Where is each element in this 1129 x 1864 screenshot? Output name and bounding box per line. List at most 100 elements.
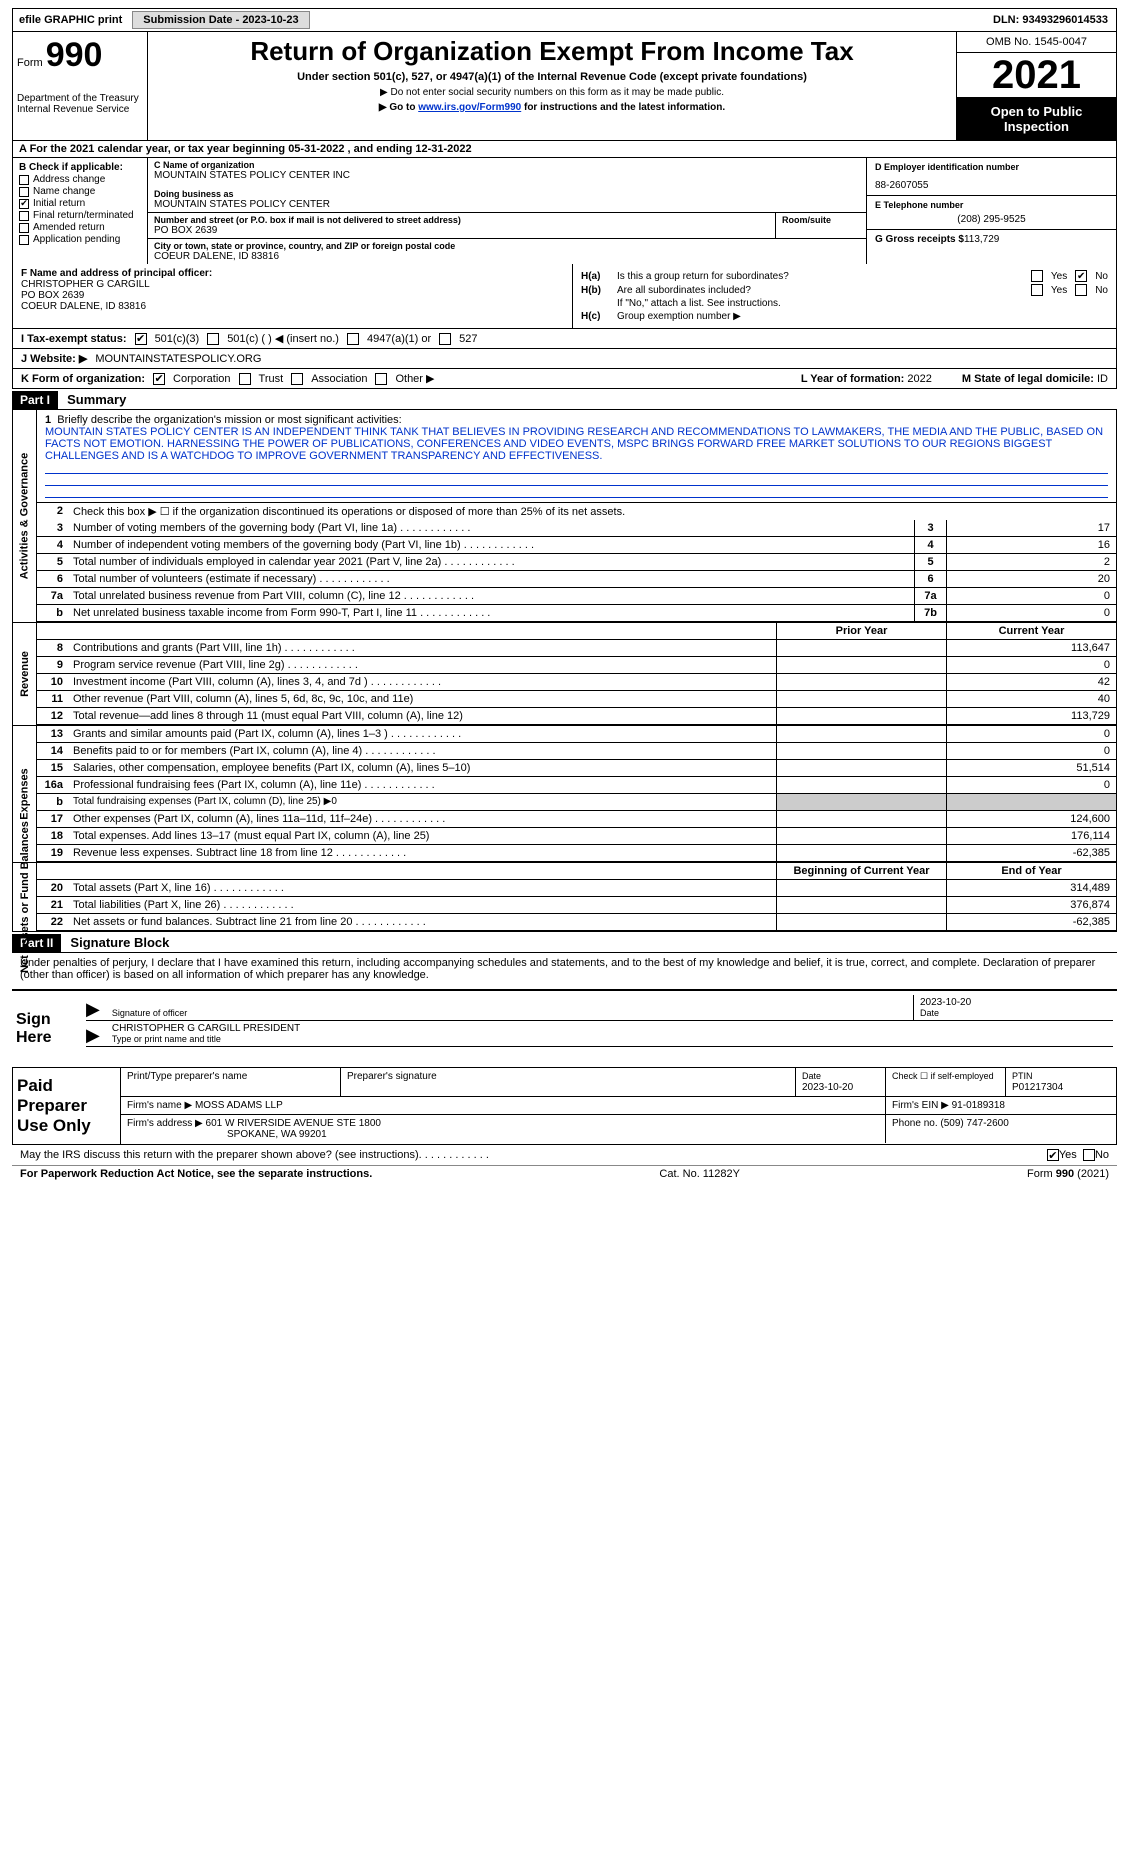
cb-name-change[interactable]: Name change xyxy=(19,186,141,197)
phone-value: (208) 295-9525 xyxy=(875,214,1108,225)
col-b-title: B Check if applicable: xyxy=(19,162,141,173)
section-bcd: B Check if applicable: Address change Na… xyxy=(12,158,1117,264)
checkbox-icon[interactable] xyxy=(439,333,451,345)
arrow-icon: ▶ xyxy=(86,999,100,1020)
checkbox-icon[interactable] xyxy=(375,373,387,385)
row-j-website: J Website: ▶ MOUNTAINSTATESPOLICY.ORG xyxy=(12,349,1117,369)
col-headers-rev: Prior Year Current Year xyxy=(37,623,1116,640)
form-page-label: Form 990 (2021) xyxy=(1027,1168,1109,1180)
form-page: efile GRAPHIC print Submission Date - 20… xyxy=(0,0,1129,1190)
line-4: 4 Number of independent voting members o… xyxy=(37,537,1116,554)
form-word: Form xyxy=(17,57,43,69)
prep-row-2: Firm's name ▶ MOSS ADAMS LLP Firm's EIN … xyxy=(121,1097,1116,1115)
line-20: 20Total assets (Part X, line 16)314,489 xyxy=(37,880,1116,897)
paid-preparer-block: Paid Preparer Use Only Print/Type prepar… xyxy=(12,1067,1117,1145)
tax-year: 2021 xyxy=(957,53,1116,98)
part-1-header: Part I Summary xyxy=(12,391,1117,410)
checkbox-icon[interactable] xyxy=(1031,270,1043,282)
checkbox-icon xyxy=(19,187,29,197)
line-10: 10Investment income (Part VIII, column (… xyxy=(37,674,1116,691)
officer-addr2: COEUR DALENE, ID 83816 xyxy=(21,301,146,312)
h-b-note: If "No," attach a list. See instructions… xyxy=(581,298,1108,309)
line-5: 5 Total number of individuals employed i… xyxy=(37,554,1116,571)
line-18: 18Total expenses. Add lines 13–17 (must … xyxy=(37,828,1116,845)
firm-addr2: SPOKANE, WA 99201 xyxy=(227,1129,327,1140)
checkbox-icon[interactable]: ✔ xyxy=(1047,1149,1059,1161)
line-19: 19Revenue less expenses. Subtract line 1… xyxy=(37,845,1116,862)
checkbox-icon[interactable] xyxy=(239,373,251,385)
band-revenue: Revenue xyxy=(13,623,37,725)
cb-address-change[interactable]: Address change xyxy=(19,174,141,185)
checkbox-icon[interactable] xyxy=(1031,284,1043,296)
cat-no: Cat. No. 11282Y xyxy=(659,1168,740,1180)
prep-row-1: Print/Type preparer's name Preparer's si… xyxy=(121,1068,1116,1097)
ein-value: 88-2607055 xyxy=(875,180,1108,191)
prep-date: 2023-10-20 xyxy=(802,1082,853,1093)
line-7a: 7a Total unrelated business revenue from… xyxy=(37,588,1116,605)
omb-number: OMB No. 1545-0047 xyxy=(957,32,1116,53)
firm-phone: (509) 747-2600 xyxy=(940,1118,1008,1129)
website-value: MOUNTAINSTATESPOLICY.ORG xyxy=(95,353,261,365)
line-14: 14Benefits paid to or for members (Part … xyxy=(37,743,1116,760)
line-11: 11Other revenue (Part VIII, column (A), … xyxy=(37,691,1116,708)
street-address: PO BOX 2639 xyxy=(154,225,769,236)
checkbox-icon[interactable] xyxy=(1075,284,1087,296)
perjury-statement: Under penalties of perjury, I declare th… xyxy=(12,953,1117,985)
cb-initial-return[interactable]: ✔Initial return xyxy=(19,198,141,209)
mission-text: MOUNTAIN STATES POLICY CENTER IS AN INDE… xyxy=(45,426,1103,462)
checkbox-icon[interactable] xyxy=(1083,1149,1095,1161)
line-13: 13Grants and similar amounts paid (Part … xyxy=(37,726,1116,743)
mission-block: 1 Briefly describe the organization's mi… xyxy=(37,410,1116,503)
checkbox-icon[interactable] xyxy=(291,373,303,385)
h-c-row: H(c) Group exemption number ▶ xyxy=(581,311,1108,322)
officer-name: CHRISTOPHER G CARGILL xyxy=(21,279,150,290)
line-16b: bTotal fundraising expenses (Part IX, co… xyxy=(37,794,1116,811)
section-expenses: Expenses 13Grants and similar amounts pa… xyxy=(12,726,1117,863)
prep-row-3: Firm's address ▶ 601 W RIVERSIDE AVENUE … xyxy=(121,1115,1116,1143)
officer-addr1: PO BOX 2639 xyxy=(21,290,84,301)
dba-name: MOUNTAIN STATES POLICY CENTER xyxy=(154,199,860,210)
line-6: 6 Total number of volunteers (estimate i… xyxy=(37,571,1116,588)
line-8: 8Contributions and grants (Part VIII, li… xyxy=(37,640,1116,657)
efile-label: efile GRAPHIC print xyxy=(13,14,128,26)
sub3-post: for instructions and the latest informat… xyxy=(521,102,725,113)
ein-cell: D Employer identification number 88-2607… xyxy=(867,158,1116,196)
firm-addr1: 601 W RIVERSIDE AVENUE STE 1800 xyxy=(206,1118,381,1129)
header-mid: Return of Organization Exempt From Incom… xyxy=(148,32,956,140)
checkbox-icon[interactable]: ✔ xyxy=(135,333,147,345)
cb-final-return[interactable]: Final return/terminated xyxy=(19,210,141,221)
line-17: 17Other expenses (Part IX, column (A), l… xyxy=(37,811,1116,828)
checkbox-icon[interactable] xyxy=(207,333,219,345)
line-2: 2 Check this box ▶ ☐ if the organization… xyxy=(37,503,1116,520)
section-governance: Activities & Governance 1 Briefly descri… xyxy=(12,410,1117,623)
city-state-zip: COEUR DALENE, ID 83816 xyxy=(154,251,860,262)
checkbox-icon[interactable]: ✔ xyxy=(153,373,165,385)
checkbox-icon[interactable]: ✔ xyxy=(1075,270,1087,282)
form-subtitle-1: Under section 501(c), 527, or 4947(a)(1)… xyxy=(156,71,948,83)
cb-application-pending[interactable]: Application pending xyxy=(19,234,141,245)
col-b-checkboxes: B Check if applicable: Address change Na… xyxy=(13,158,148,264)
submission-date-button[interactable]: Submission Date - 2023-10-23 xyxy=(132,11,309,29)
col-h-group: H(a) Is this a group return for subordin… xyxy=(573,264,1116,328)
line-21: 21Total liabilities (Part X, line 26)376… xyxy=(37,897,1116,914)
section-revenue: Revenue Prior Year Current Year 8Contrib… xyxy=(12,623,1117,726)
dln-label: DLN: 93493296014533 xyxy=(985,14,1116,26)
room-cell: Room/suite xyxy=(776,213,866,239)
cb-amended[interactable]: Amended return xyxy=(19,222,141,233)
form-title: Return of Organization Exempt From Incom… xyxy=(156,36,948,67)
firm-ein: 91-0189318 xyxy=(952,1100,1005,1111)
org-name-cell: C Name of organization MOUNTAIN STATES P… xyxy=(148,158,866,213)
col-headers-net: Beginning of Current Year End of Year xyxy=(37,863,1116,880)
discuss-row: May the IRS discuss this return with the… xyxy=(12,1145,1117,1166)
line-12: 12Total revenue—add lines 8 through 11 (… xyxy=(37,708,1116,725)
form-header: Form 990 Department of the Treasury Inte… xyxy=(12,32,1117,141)
checkbox-icon xyxy=(19,223,29,233)
sig-name-row: ▶ CHRISTOPHER G CARGILL PRESIDENTType or… xyxy=(86,1021,1113,1047)
firm-name: MOSS ADAMS LLP xyxy=(195,1100,283,1111)
year-formation: 2022 xyxy=(907,373,931,385)
irs-link[interactable]: www.irs.gov/Form990 xyxy=(418,102,521,113)
row-a-taxyear: A For the 2021 calendar year, or tax yea… xyxy=(12,141,1117,158)
checkbox-icon[interactable] xyxy=(347,333,359,345)
paid-preparer-label: Paid Preparer Use Only xyxy=(13,1068,121,1144)
gross-receipts: 113,729 xyxy=(964,234,999,245)
